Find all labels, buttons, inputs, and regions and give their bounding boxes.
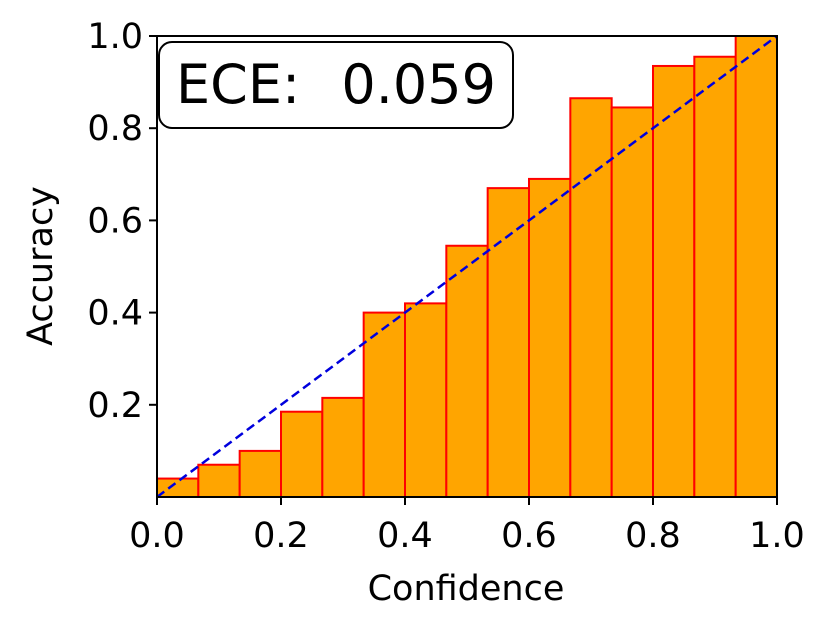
- ece-value: 0.059: [341, 53, 496, 116]
- x-tick-label: 1.0: [749, 516, 805, 556]
- x-tick-label: 0.6: [501, 516, 557, 556]
- x-tick-label: 0.8: [625, 516, 681, 556]
- bar-bin-14: [693, 55, 737, 499]
- x-tick-label: 0.4: [377, 516, 433, 556]
- bar-bin-3: [238, 449, 283, 498]
- y-tick-label: 0.4: [87, 294, 143, 334]
- y-tick-label: 0.8: [87, 109, 143, 149]
- perfect-calibration-line: [156, 34, 778, 499]
- y-tick-label: 0.6: [87, 201, 143, 241]
- ece-box: [158, 41, 514, 129]
- bar-bin-15: [734, 35, 779, 498]
- bar-bin-4: [280, 410, 324, 498]
- ece-label: ECE:: [176, 53, 300, 116]
- x-axis-ticks: 0.0 0.2 0.4 0.6 0.8 1.0: [129, 497, 805, 556]
- bar-bin-6: [362, 311, 406, 498]
- bar-bin-10: [528, 177, 572, 498]
- y-tick-label: 1.0: [87, 17, 143, 57]
- y-axis-label: Accuracy: [21, 186, 61, 346]
- x-tick-label: 0.0: [129, 516, 185, 556]
- ece-annotation: ECE: 0.059: [158, 41, 514, 129]
- bar-bin-11: [569, 97, 613, 499]
- bar-bin-12: [610, 106, 655, 499]
- bar-bin-7: [404, 302, 448, 498]
- bars-group: [156, 35, 779, 499]
- bar-bin-2: [197, 463, 241, 499]
- bar-bin-13: [652, 64, 696, 498]
- x-tick-label: 0.2: [253, 516, 309, 556]
- bar-bin-8: [445, 244, 489, 498]
- y-tick-label: 0.2: [87, 386, 143, 426]
- bar-bin-9: [486, 187, 530, 498]
- bar-bin-1: [156, 477, 200, 498]
- y-axis-ticks: 0.2 0.4 0.6 0.8 1.0: [87, 17, 157, 426]
- x-axis-label: Confidence: [368, 569, 565, 609]
- bar-bin-5: [321, 396, 365, 499]
- plot-frame: [156, 35, 778, 498]
